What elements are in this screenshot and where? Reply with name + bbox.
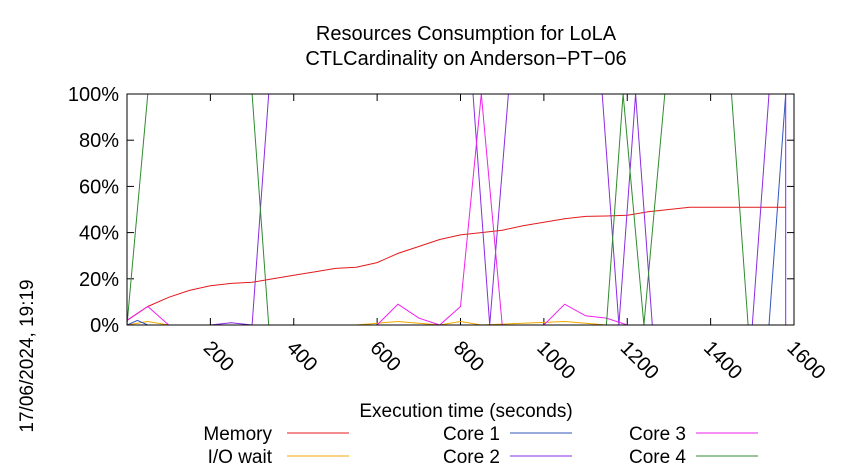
series-lines [126,93,787,326]
x-tick-label: 200 [199,337,238,376]
x-tick-label: 800 [449,337,488,376]
x-tick-label: 400 [282,337,321,376]
timestamp-label: 17/06/2024, 19:19 [17,279,38,432]
y-tick-label: 0% [90,315,119,337]
series-line-core-3 [126,93,786,326]
x-tick-label: 1400 [699,337,746,384]
legend-label: Core 2 [443,447,500,468]
x-tick-label: 600 [366,337,405,376]
x-tick-label: 1600 [782,337,829,384]
legend-label: Memory [203,424,272,445]
y-tick-label: 40% [79,223,119,245]
legend-label: Core 3 [629,424,686,445]
series-line-core-2 [127,93,787,326]
chart-subtitle: CTLCardinality on Anderson−PT−06 [305,48,626,70]
chart-title: Resources Consumption for LoLA [316,23,617,45]
y-tick-label: 20% [79,269,119,291]
y-tick-label: 60% [79,176,119,198]
plot-frame [126,93,795,326]
series-line-core-1 [126,93,787,326]
x-tick-label: 1200 [616,337,663,384]
series-line-memory [126,206,786,321]
x-axis-label: Execution time (seconds) [359,401,572,422]
x-tick-label: 1000 [532,337,579,384]
y-tick-label: 80% [79,130,119,152]
y-tick-label: 100% [68,84,119,106]
legend-label: Core 1 [443,424,500,445]
series-line-core-4 [126,93,786,326]
legend-label: I/O wait [208,447,273,468]
y-axis: 0% 20% 40% 60% 80% 100% [68,84,794,337]
legend-label: Core 4 [629,447,686,468]
